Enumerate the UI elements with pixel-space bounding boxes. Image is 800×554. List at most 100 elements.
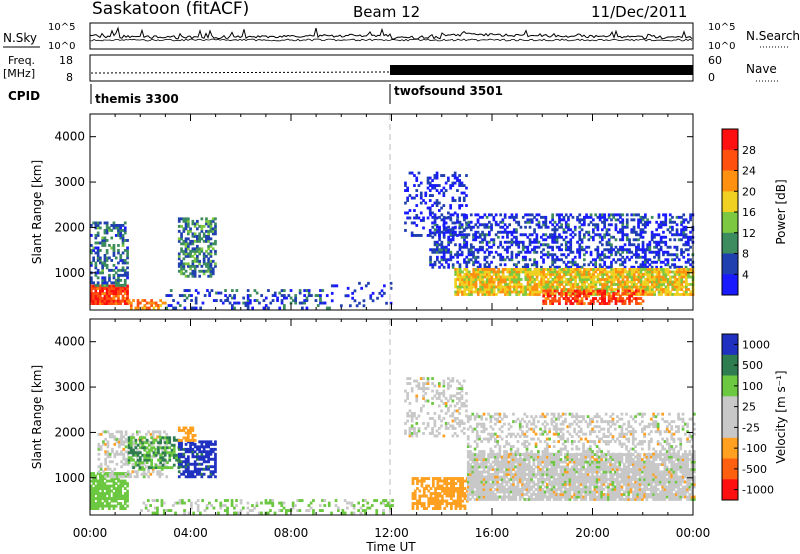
velocity-cell: [498, 488, 502, 491]
power-cell: [598, 235, 602, 239]
power-cell: [524, 220, 527, 224]
power-cell: [515, 270, 519, 274]
power-cell: [110, 236, 114, 240]
power-cell: [601, 243, 604, 247]
power-cell: [662, 213, 665, 217]
power-cell: [436, 248, 439, 252]
power-cell: [585, 213, 588, 217]
power-cell: [526, 270, 530, 274]
power-cell: [121, 234, 125, 237]
power-cell: [121, 259, 125, 262]
power-cell: [594, 297, 597, 300]
power-cell: [476, 268, 480, 271]
power-cell: [590, 278, 593, 281]
power-cell: [196, 227, 199, 231]
power-cell: [592, 285, 595, 289]
power-cell: [515, 213, 518, 217]
power-cell: [648, 258, 652, 262]
power-cell: [126, 271, 129, 275]
velocity-cell: [433, 424, 437, 428]
power-cell: [499, 220, 502, 224]
power-cell: [196, 219, 199, 223]
power-cell: [556, 288, 559, 291]
velocity-cell: [207, 455, 210, 459]
velocity-cell: [148, 466, 151, 470]
power-cell: [110, 299, 114, 303]
velocity-cell: [431, 377, 434, 380]
power-cell: [533, 280, 537, 284]
power-cell: [440, 174, 443, 177]
velocity-cell: [102, 470, 105, 474]
velocity-cell: [494, 493, 497, 496]
velocity-cell: [129, 438, 133, 442]
power-cell: [682, 230, 686, 234]
velocity-cell: [466, 495, 470, 499]
velocity-cell: [496, 478, 499, 481]
velocity-cell: [154, 447, 157, 451]
power-cell: [292, 299, 295, 302]
power-cell: [680, 250, 683, 254]
power-cell: [121, 224, 125, 227]
power-cell: [506, 278, 509, 281]
power-cell: [614, 292, 618, 295]
velocity-cell: [447, 482, 451, 485]
power-cell: [628, 268, 632, 271]
power-cell: [565, 280, 568, 284]
power-cell: [601, 273, 604, 276]
power-cell: [456, 273, 460, 276]
power-cell: [194, 299, 198, 302]
velocity-cell: [469, 463, 472, 466]
power-cell: [349, 304, 352, 308]
power-cell: [664, 273, 668, 276]
power-cell: [472, 280, 476, 284]
velocity-cell: [475, 480, 479, 484]
power-cell: [578, 265, 582, 269]
power-cell: [108, 273, 111, 277]
power-cell: [682, 228, 686, 232]
power-cell: [603, 289, 606, 293]
power-cell: [547, 283, 550, 286]
velocity-cell: [191, 442, 195, 446]
power-cell: [610, 265, 613, 269]
power-cell: [476, 235, 480, 239]
power-cell: [549, 302, 552, 305]
power-cell: [114, 256, 118, 260]
power-cell: [637, 273, 641, 276]
velocity-cell: [456, 434, 459, 438]
power-cell: [176, 301, 180, 305]
power-cell: [108, 284, 111, 288]
power-cell: [481, 273, 485, 276]
power-cell: [96, 246, 100, 250]
power-cell: [687, 240, 690, 244]
velocity-cell: [183, 509, 186, 512]
velocity-cell: [172, 446, 176, 450]
power-cell: [513, 268, 516, 271]
velocity-cell: [350, 511, 354, 515]
power-cell: [612, 273, 616, 276]
power-cell: [191, 274, 195, 278]
velocity-cell: [451, 412, 455, 415]
power-cell: [517, 283, 521, 286]
power-cell: [231, 296, 234, 300]
power-cell: [490, 290, 494, 294]
power-cell: [639, 288, 643, 291]
velocity-cell: [117, 489, 120, 493]
velocity-cell: [478, 455, 481, 459]
velocity-cell: [94, 492, 98, 495]
power-cell: [644, 253, 647, 257]
velocity-cell: [431, 427, 434, 430]
power-cell: [659, 265, 663, 269]
velocity-cell: [318, 504, 322, 507]
power-cell: [569, 273, 573, 276]
power-cell: [444, 181, 448, 185]
velocity-cell: [134, 446, 138, 450]
power-cell: [646, 268, 650, 271]
power-cell: [562, 297, 566, 300]
power-cell: [462, 184, 466, 187]
power-cell: [433, 233, 437, 237]
power-cell: [503, 213, 507, 217]
power-cell: [476, 250, 480, 254]
power-cell: [619, 270, 623, 274]
velocity-cell: [494, 453, 497, 456]
velocity-cell: [97, 452, 101, 456]
